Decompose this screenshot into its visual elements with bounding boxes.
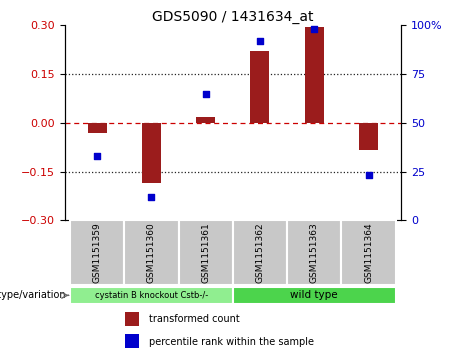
FancyBboxPatch shape	[233, 220, 287, 285]
Point	[94, 153, 101, 159]
Bar	[88, 123, 106, 132]
FancyBboxPatch shape	[287, 220, 341, 285]
FancyBboxPatch shape	[124, 220, 178, 285]
Text: GSM1151360: GSM1151360	[147, 223, 156, 283]
FancyBboxPatch shape	[70, 287, 233, 304]
FancyBboxPatch shape	[70, 220, 124, 285]
FancyBboxPatch shape	[178, 220, 233, 285]
Text: wild type: wild type	[290, 290, 338, 300]
Text: GSM1151359: GSM1151359	[93, 223, 101, 283]
Text: GSM1151364: GSM1151364	[364, 223, 373, 283]
Text: GSM1151363: GSM1151363	[310, 223, 319, 283]
Point	[365, 172, 372, 178]
Bar	[125, 312, 139, 326]
Text: GSM1151362: GSM1151362	[255, 223, 265, 283]
Point	[148, 194, 155, 200]
FancyBboxPatch shape	[341, 220, 396, 285]
FancyBboxPatch shape	[233, 287, 396, 304]
Text: GSM1151361: GSM1151361	[201, 223, 210, 283]
Bar	[125, 334, 139, 348]
Text: percentile rank within the sample: percentile rank within the sample	[149, 337, 314, 347]
Point	[256, 38, 264, 44]
Text: genotype/variation: genotype/variation	[0, 290, 65, 300]
Point	[311, 26, 318, 32]
Bar	[142, 123, 161, 183]
Title: GDS5090 / 1431634_at: GDS5090 / 1431634_at	[152, 11, 313, 24]
Bar	[305, 27, 324, 123]
Point	[202, 91, 209, 97]
Text: transformed count: transformed count	[149, 314, 240, 324]
Bar	[196, 117, 215, 123]
Text: cystatin B knockout Cstb-/-: cystatin B knockout Cstb-/-	[95, 291, 208, 300]
Bar	[250, 52, 269, 123]
Bar	[359, 123, 378, 150]
